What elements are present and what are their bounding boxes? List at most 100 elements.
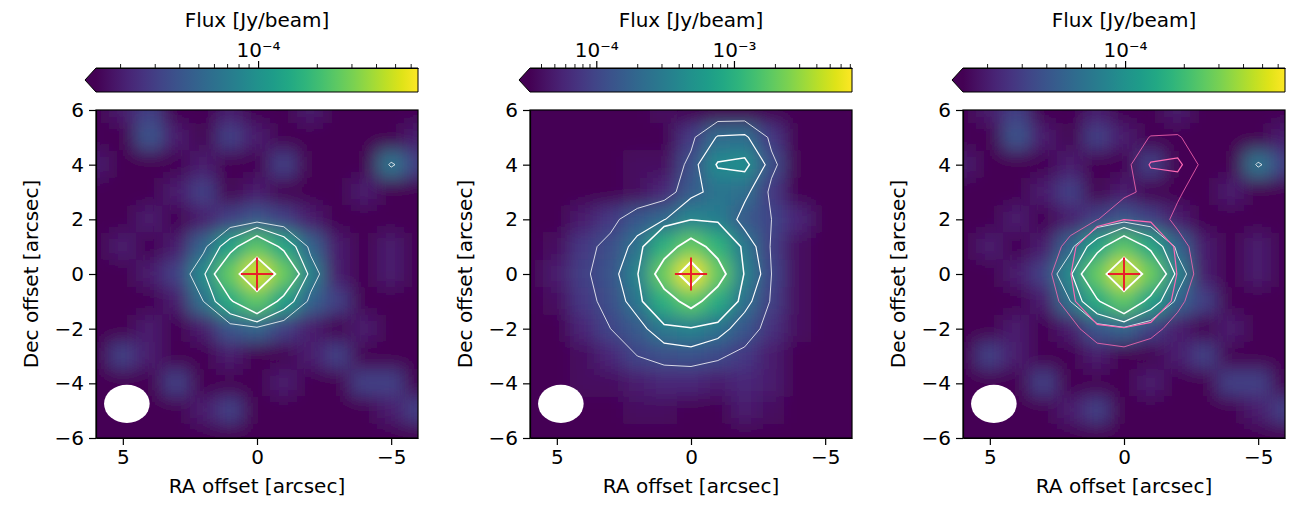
heatmap-cell <box>758 178 786 206</box>
colorbar-axis: 10⁻⁴10⁻³ <box>531 38 853 69</box>
y-tick-label: −6 <box>55 426 84 450</box>
heatmap-cell <box>1110 178 1138 206</box>
heatmap-cell <box>109 315 137 343</box>
heatmap-cell <box>109 110 137 124</box>
colorbar: 10⁻⁴10⁻³Flux [Jy/beam] <box>519 8 853 92</box>
heatmap-cell <box>1137 110 1165 124</box>
heatmap-cell <box>1030 123 1058 151</box>
heatmap-cell <box>270 110 298 124</box>
heatmap-cell <box>297 151 325 179</box>
heatmap-cell <box>811 369 839 397</box>
heatmap-cell <box>1191 287 1219 315</box>
heatmap-cell <box>163 260 191 288</box>
heatmap-cell <box>1056 205 1084 233</box>
colorbar-axis-line <box>531 68 853 69</box>
x-tick-label: 0 <box>1118 445 1131 469</box>
heatmap-cell <box>597 369 625 397</box>
plot-background <box>963 110 1285 438</box>
heatmap-cell <box>96 260 110 288</box>
heatmap-cell <box>96 123 110 151</box>
heatmap-cell <box>404 233 418 261</box>
y-axis-title: Dec offset [arcsec] <box>886 180 910 368</box>
heatmap-cell <box>1083 315 1111 343</box>
heatmap-cell <box>1056 342 1084 370</box>
y-tick-label: 6 <box>505 98 518 122</box>
heatmap-cell <box>270 178 298 206</box>
heatmap-cell <box>377 123 405 151</box>
heatmap-cell <box>1030 151 1058 179</box>
heatmap-cell <box>677 178 705 206</box>
heatmap-cell <box>784 369 812 397</box>
heatmap-cell <box>377 260 405 288</box>
heatmap-cell <box>216 123 244 151</box>
heatmap-cell <box>570 342 598 370</box>
colorbar-extend <box>519 68 530 92</box>
heatmap-cell <box>570 178 598 206</box>
x-tick: 0 <box>1118 438 1131 469</box>
y-tick: 0 <box>505 262 530 286</box>
heatmap-cell <box>1137 178 1165 206</box>
beam <box>104 385 150 423</box>
heatmap-cell <box>96 151 110 179</box>
y-tick: 4 <box>938 153 963 177</box>
heatmap-cell <box>731 369 759 397</box>
heatmap-cell <box>324 397 352 425</box>
heatmap-cell <box>189 178 217 206</box>
heatmap-cell <box>1164 342 1192 370</box>
heatmap-cell <box>350 342 378 370</box>
y-tick-label: 6 <box>938 98 951 122</box>
heatmap-cell <box>109 205 137 233</box>
heatmap-cell <box>163 151 191 179</box>
heatmap-cell <box>1191 342 1219 370</box>
heatmap-cell <box>1191 123 1219 151</box>
heatmap-cell <box>976 123 1004 151</box>
heatmap-cell <box>109 342 137 370</box>
heatmap-cell <box>677 123 705 151</box>
y-tick: −4 <box>922 371 963 395</box>
y-axis: −6−4−20246 <box>55 98 97 450</box>
heatmap-cell <box>1030 110 1058 124</box>
heatmap-cell <box>623 110 651 124</box>
heatmap-cell <box>324 287 352 315</box>
contours <box>590 121 777 367</box>
plot-background <box>530 110 852 438</box>
heatmap-cell <box>1056 123 1084 151</box>
heatmap-cell <box>838 123 852 151</box>
x-tick: 0 <box>251 438 264 469</box>
y-tick-mark <box>89 383 96 384</box>
heatmap-cell <box>963 287 977 315</box>
y-tick: −4 <box>55 371 96 395</box>
contours <box>1052 135 1262 347</box>
x-tick: −5 <box>1244 438 1273 469</box>
colorbar-gradient <box>963 68 1285 92</box>
y-tick: 6 <box>505 98 530 122</box>
heatmap-cell <box>811 123 839 151</box>
heatmap-cell <box>243 397 271 425</box>
heatmap-cell <box>543 233 571 261</box>
heatmap-cell <box>963 342 977 370</box>
heatmap-cell <box>136 178 164 206</box>
heatmap-cell <box>1030 233 1058 261</box>
heatmap-cell <box>597 397 625 425</box>
heatmap-cell <box>1164 397 1192 425</box>
heatmap-cell <box>570 287 598 315</box>
colorbar-minor-tick <box>589 64 590 68</box>
heatmap-cell <box>163 205 191 233</box>
heatmap-cell <box>404 123 418 151</box>
heatmap-cell <box>530 151 544 179</box>
heatmap-cell <box>530 369 544 397</box>
heatmap-cell <box>297 123 325 151</box>
heatmap-cell <box>623 151 651 179</box>
heatmap-cell <box>543 342 571 370</box>
heatmap-cell <box>189 260 217 288</box>
heatmap-cell <box>731 315 759 343</box>
heatmap-cell <box>811 151 839 179</box>
heatmap-cell <box>1271 369 1285 397</box>
heatmap-cell <box>1056 369 1084 397</box>
heatmap-cell <box>377 233 405 261</box>
y-tick: 2 <box>505 207 530 231</box>
y-tick: −6 <box>55 426 96 450</box>
heatmap-cell <box>543 424 571 438</box>
colorbar-minor-tick <box>1243 64 1244 68</box>
y-tick-label: 2 <box>505 207 518 231</box>
